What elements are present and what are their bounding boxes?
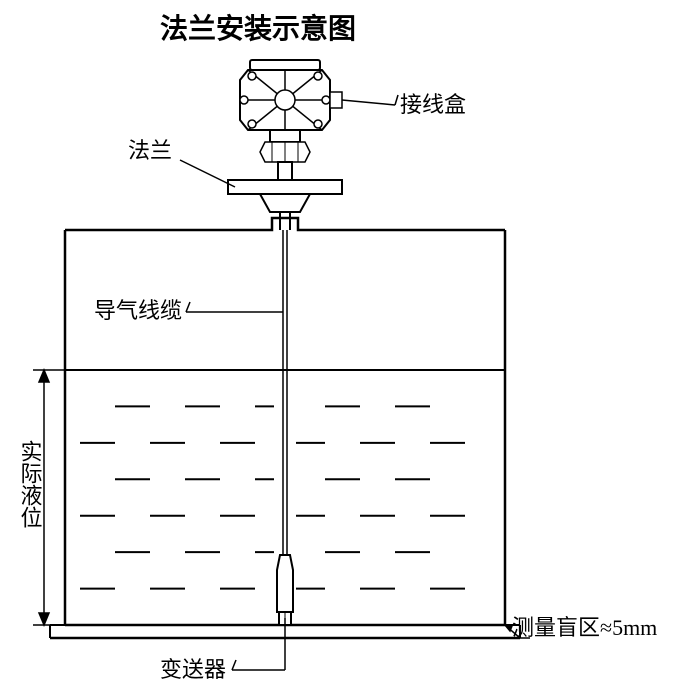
leader-flange — [180, 160, 235, 187]
gas-cable — [283, 230, 287, 555]
transmitter-probe — [277, 555, 293, 625]
leader-junction-box — [342, 95, 398, 105]
diagram-title: 法兰安装示意图 — [160, 12, 356, 45]
flange — [228, 180, 342, 230]
liquid-waves — [80, 406, 465, 588]
leader-gas-cable — [186, 302, 283, 312]
junction-box — [240, 60, 342, 180]
transmitter-label: 变送器 — [160, 657, 226, 682]
actual-level-label: 实际液位 — [18, 440, 43, 528]
flange-label: 法兰 — [128, 138, 172, 163]
blind-zone-label: 测量盲区≈5mm — [512, 615, 657, 640]
gas-cable-label: 导气线缆 — [94, 298, 182, 323]
junction-box-label: 接线盒 — [400, 92, 466, 117]
